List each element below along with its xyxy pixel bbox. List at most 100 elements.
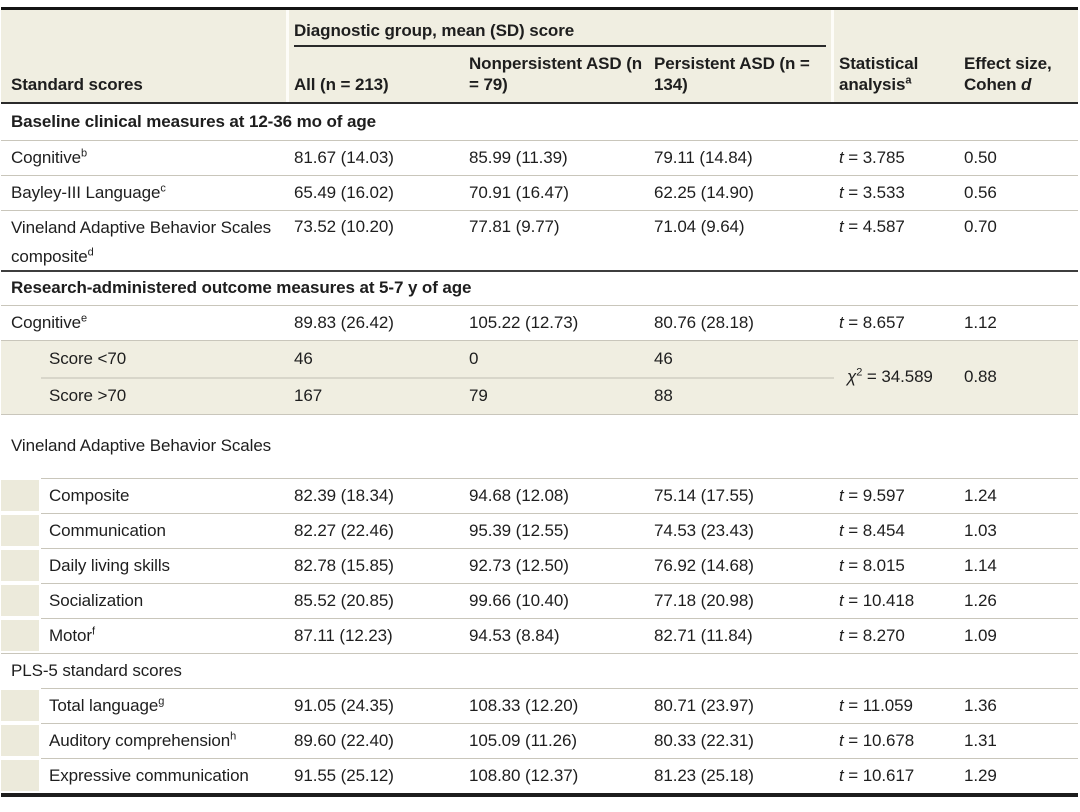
column-header-persistent-asd: Persistent ASD (n = 134) <box>654 54 810 95</box>
cell-persistent-asd: 75.14 (17.55) <box>654 485 754 505</box>
cell-persistent-asd: 62.25 (14.90) <box>654 182 754 202</box>
cell-label: Socialization <box>49 590 144 610</box>
indent-marker <box>1 690 39 722</box>
footnote-marker: a <box>905 74 912 87</box>
indent-marker <box>1 515 39 547</box>
cell-label: Daily living skills <box>49 555 170 575</box>
table-row: Total languageg 91.05 (24.35) 108.33 (12… <box>1 688 1078 723</box>
cell-statistical: t = 10.617 <box>839 765 915 785</box>
cell-nonpersistent-asd: 85.99 (11.39) <box>469 147 568 167</box>
table-bottom-rule <box>1 793 1078 798</box>
cell-effect-size: 1.12 <box>964 312 997 332</box>
column-header-effect-size: Effect size, Cohen d <box>956 53 1078 95</box>
cell-label: Communication <box>49 520 166 540</box>
column-header-text: Statistical analysis <box>839 54 919 95</box>
cell-all: 89.83 (26.42) <box>294 312 394 332</box>
cell-effect-size: 0.56 <box>964 182 997 202</box>
column-header-text: Cohen <box>964 75 1022 95</box>
footnote-marker: d <box>87 246 94 259</box>
group-label: Vineland Adaptive Behavior Scales <box>11 436 272 456</box>
cell-effect-size: 1.36 <box>964 695 997 715</box>
group-label-row: PLS-5 standard scores <box>1 653 1078 688</box>
cell-effect-size: 0.50 <box>964 147 997 167</box>
cell-all: 85.52 (20.85) <box>294 590 394 610</box>
table-row: Score <70 46 0 46 <box>1 340 1078 378</box>
cell-all: 167 <box>294 385 323 405</box>
header-column-gap <box>831 10 834 103</box>
table-row: Score >70 167 79 88 <box>1 377 1078 415</box>
footnote-marker: c <box>160 181 166 194</box>
footnote-marker: e <box>80 311 88 324</box>
header-columns-row: Standard scores All (n = 213) Nonpersist… <box>1 47 1078 102</box>
cell-nonpersistent-asd: 70.91 (16.47) <box>469 182 569 202</box>
score-distribution-block: Score <70 46 0 46 Score >70 167 79 88 χ2… <box>1 340 1078 415</box>
footnote-marker: b <box>80 146 88 159</box>
cell-all: 82.27 (22.46) <box>294 520 394 540</box>
cell-nonpersistent-asd: 94.68 (12.08) <box>469 485 569 505</box>
cell-persistent-asd: 80.76 (28.18) <box>654 312 754 332</box>
cell-persistent-asd: 76.92 (14.68) <box>654 555 754 575</box>
table-row: Cognitiveb 81.67 (14.03) 85.99 (11.39) 7… <box>1 140 1078 175</box>
cell-statistical: t = 3.785 <box>839 147 905 167</box>
cell-statistical: t = 4.587 <box>839 217 905 237</box>
table-header: Diagnostic group, mean (SD) score Standa… <box>1 10 1078 105</box>
section-header-label: Baseline clinical measures at 12-36 mo o… <box>11 112 376 132</box>
cell-effect-size: 1.26 <box>964 590 997 610</box>
cell-nonpersistent-asd: 94.53 (8.84) <box>469 625 560 645</box>
cell-label: Cognitivee <box>11 311 88 332</box>
cell-label: Total languageg <box>49 694 165 715</box>
header-spanner-row: Diagnostic group, mean (SD) score <box>1 10 1078 47</box>
cell-effect-size: 1.09 <box>964 625 997 645</box>
table-row: Vineland Adaptive Behavior Scales compos… <box>1 210 1078 270</box>
table-row: Motorf 87.11 (12.23) 94.53 (8.84) 82.71 … <box>1 618 1078 653</box>
cell-nonpersistent-asd: 92.73 (12.50) <box>469 555 569 575</box>
cell-label: Auditory comprehensionh <box>49 729 237 750</box>
cell-persistent-asd: 88 <box>654 385 673 405</box>
footnote-marker: h <box>230 729 237 742</box>
cell-nonpersistent-asd: 108.80 (12.37) <box>469 765 579 785</box>
cell-all: 46 <box>294 348 313 368</box>
cell-statistical: t = 10.678 <box>839 730 915 750</box>
table-row: Daily living skills 82.78 (15.85) 92.73 … <box>1 548 1078 583</box>
cell-all: 73.52 (10.20) <box>294 217 394 237</box>
cell-statistical: t = 10.418 <box>839 590 915 610</box>
cell-label: Bayley-III Languagec <box>11 181 166 202</box>
cell-nonpersistent-asd: 0 <box>469 348 479 368</box>
cell-nonpersistent-asd: 95.39 (12.55) <box>469 520 569 540</box>
cell-nonpersistent-asd: 105.09 (11.26) <box>469 730 577 750</box>
cell-statistical: t = 8.270 <box>839 625 905 645</box>
indent-marker <box>1 620 39 652</box>
cell-effect-size: 1.24 <box>964 485 997 505</box>
cell-nonpersistent-asd: 108.33 (12.20) <box>469 695 579 715</box>
column-header-text: Effect size, <box>964 54 1052 73</box>
cell-label: Motorf <box>49 624 96 645</box>
cell-label: Score <70 <box>49 348 127 368</box>
cell-effect-size: 1.31 <box>964 730 997 750</box>
table-row: Composite 82.39 (18.34) 94.68 (12.08) 75… <box>1 478 1078 513</box>
indent-marker <box>1 480 39 512</box>
cell-effect-size: 1.03 <box>964 520 997 540</box>
cell-label: Vineland Adaptive Behavior Scales compos… <box>11 218 272 266</box>
cell-statistical: t = 8.657 <box>839 312 905 332</box>
table-row: Communication 82.27 (22.46) 95.39 (12.55… <box>1 513 1078 548</box>
cell-persistent-asd: 71.04 (9.64) <box>654 217 745 237</box>
cell-all: 91.05 (24.35) <box>294 695 394 715</box>
row-divider <box>41 377 834 380</box>
column-group-header: Diagnostic group, mean (SD) score <box>294 10 826 47</box>
column-header-standard-scores: Standard scores <box>11 75 143 95</box>
cell-persistent-asd: 82.71 (11.84) <box>654 625 753 645</box>
cell-label: Cognitiveb <box>11 146 88 167</box>
cell-statistical: t = 8.454 <box>839 520 905 540</box>
cell-persistent-asd: 81.23 (25.18) <box>654 765 754 785</box>
indent-marker <box>1 725 39 757</box>
footnote-marker: f <box>91 624 96 637</box>
cell-persistent-asd: 80.71 (23.97) <box>654 695 754 715</box>
cell-statistical: t = 9.597 <box>839 485 905 505</box>
cell-nonpersistent-asd: 99.66 (10.40) <box>469 590 569 610</box>
cell-label: Composite <box>49 485 130 505</box>
cell-persistent-asd: 79.11 (14.84) <box>654 147 753 167</box>
cell-statistical: t = 3.533 <box>839 182 905 202</box>
cell-effect-size: 1.29 <box>964 765 997 785</box>
section-header-row: Baseline clinical measures at 12-36 mo o… <box>1 104 1078 140</box>
column-header-italic: d <box>1021 75 1032 95</box>
